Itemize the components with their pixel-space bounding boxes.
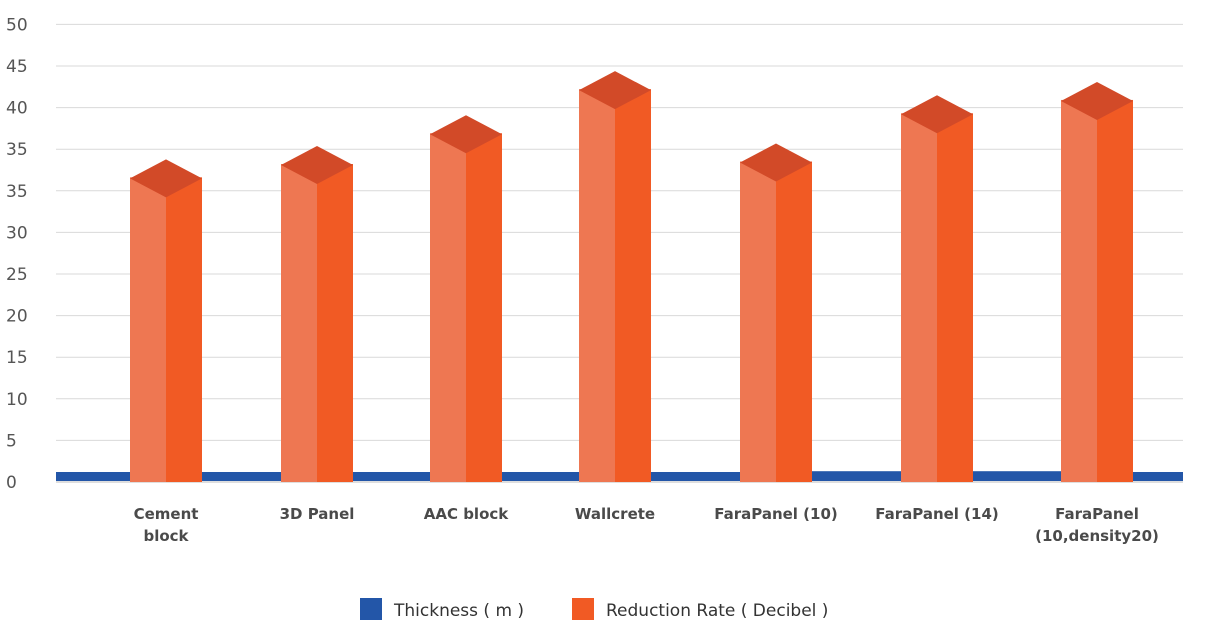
reduction-rate-column <box>281 146 353 482</box>
column-right-face <box>615 89 651 483</box>
x-category-label: Cement block <box>134 505 199 545</box>
column-right-face <box>776 161 812 482</box>
column-right-face <box>937 113 973 483</box>
y-axis-ticks: 0 5 10 15 20 25 30 35 35 40 45 50 <box>6 15 28 493</box>
column-left-face <box>281 164 317 482</box>
x-category-label: AAC block <box>424 505 510 523</box>
thickness-bar <box>649 472 742 481</box>
legend: Thickness ( m ) Reduction Rate ( Decibel… <box>360 598 828 621</box>
x-axis-categories: Cement block 3D Panel AAC block Wallcrete Far… <box>134 505 1159 545</box>
y-tick-label: 25 <box>6 265 28 285</box>
legend-label-thickness: Thickness ( m ) <box>393 601 524 621</box>
thickness-bar <box>971 471 1063 481</box>
y-tick-label: 10 <box>6 390 28 410</box>
y-tick-label: 40 <box>6 99 28 119</box>
y-tick-label: 20 <box>6 307 28 327</box>
column-right-face <box>317 164 353 482</box>
column-right-face <box>1097 99 1133 482</box>
y-tick-label: 15 <box>6 348 28 368</box>
y-tick-label: 45 <box>6 57 28 77</box>
legend-label-reduction-rate: Reduction Rate ( Decibel ) <box>606 601 828 621</box>
column-top-face <box>281 146 353 185</box>
reduction-rate-column <box>740 143 812 482</box>
reduction-rate-column <box>1061 81 1133 482</box>
column-left-face <box>1061 99 1097 482</box>
thickness-bar <box>1131 472 1183 481</box>
x-category-label: Wallcrete <box>575 505 655 523</box>
reduction-rate-series <box>130 71 1133 483</box>
legend-swatch-thickness <box>360 598 382 620</box>
x-category-label: FaraPanel (10) <box>714 505 838 523</box>
reduction-rate-column <box>430 115 502 482</box>
x-category-label: FaraPanel (10,density20) <box>1035 505 1159 545</box>
column-left-face <box>130 177 166 482</box>
thickness-bar <box>200 472 283 481</box>
thickness-bar <box>351 472 432 481</box>
x-category-label: 3D Panel <box>280 505 355 523</box>
column-top-face <box>130 159 202 198</box>
thickness-bar <box>500 472 581 481</box>
column-left-face <box>901 113 937 483</box>
y-tick-label: 5 <box>6 431 17 451</box>
column-top-face <box>430 115 502 154</box>
reduction-rate-column <box>901 95 973 483</box>
y-tick-label: 35 <box>6 182 28 202</box>
column-top-face <box>579 71 651 110</box>
thickness-bar <box>56 472 132 481</box>
y-tick-label: 50 <box>6 15 28 35</box>
y-tick-label: 30 <box>6 223 28 243</box>
reduction-rate-column <box>579 71 651 483</box>
thickness-series <box>56 471 1183 481</box>
column-left-face <box>430 133 466 482</box>
column-top-face <box>1061 81 1133 120</box>
y-tick-label: 35 <box>6 140 28 160</box>
reduction-rate-column <box>130 159 202 482</box>
legend-swatch-reduction-rate <box>572 598 594 620</box>
column-left-face <box>579 89 615 483</box>
x-category-label: FaraPanel (14) <box>875 505 999 523</box>
column-top-face <box>901 95 973 134</box>
thickness-bar <box>810 471 903 481</box>
column-left-face <box>740 161 776 482</box>
y-tick-label: 0 <box>6 473 17 493</box>
column-right-face <box>166 177 202 482</box>
column-top-face <box>740 143 812 182</box>
column-right-face <box>466 133 502 482</box>
